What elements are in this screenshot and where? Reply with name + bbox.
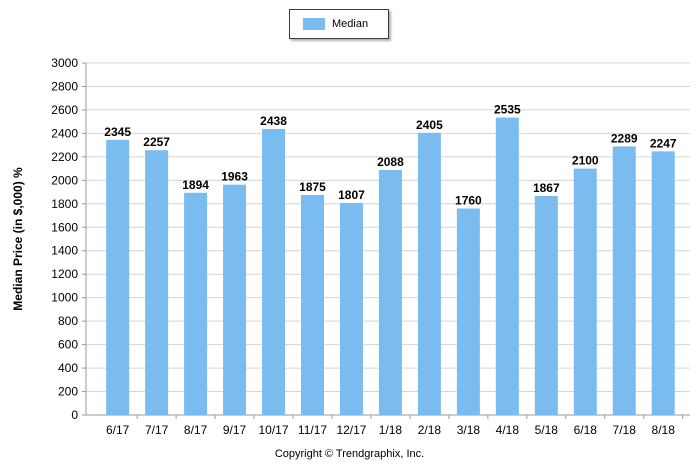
x-tick-label: 6/17 <box>106 423 130 437</box>
copyright-text: Copyright © Trendgraphix, Inc. <box>274 448 425 460</box>
y-tick-label: 2200 <box>51 150 78 164</box>
y-tick-label: 600 <box>58 338 78 352</box>
bar <box>417 132 441 415</box>
data-label: 1807 <box>338 188 365 202</box>
data-label: 2100 <box>572 154 599 168</box>
y-tick-label: 2000 <box>51 173 78 187</box>
x-tick-label: 10/17 <box>259 423 289 437</box>
data-label: 1894 <box>182 178 209 192</box>
bar <box>262 128 286 415</box>
y-tick-label: 200 <box>58 385 78 399</box>
x-tick-label: 8/18 <box>652 423 676 437</box>
y-tick-label: 2600 <box>51 103 78 117</box>
x-tick-label: 5/18 <box>535 423 559 437</box>
y-tick-label: 0 <box>71 408 78 422</box>
legend-label: Median <box>332 18 369 30</box>
y-tick-label: 1200 <box>51 267 78 281</box>
bar <box>495 117 519 415</box>
data-label: 2438 <box>260 114 287 128</box>
y-axis-title: Median Price (in $,000) % <box>11 167 25 311</box>
data-label: 2535 <box>494 103 521 117</box>
data-label: 1875 <box>299 180 326 194</box>
x-tick-label: 11/17 <box>298 423 327 437</box>
x-tick-label: 6/18 <box>574 423 598 437</box>
legend-swatch <box>303 18 325 30</box>
bar <box>651 151 675 416</box>
data-label: 2289 <box>611 131 638 145</box>
bar <box>456 208 480 415</box>
bar <box>378 170 402 415</box>
y-tick-label: 1800 <box>51 197 78 211</box>
y-tick-label: 800 <box>58 314 78 328</box>
bar <box>223 184 247 415</box>
bar <box>145 150 169 416</box>
data-label: 2247 <box>650 136 677 150</box>
bar <box>300 195 324 415</box>
y-tick-label: 2800 <box>51 79 78 93</box>
y-tick-label: 400 <box>58 361 78 375</box>
bar <box>184 192 208 415</box>
data-label: 1867 <box>533 181 560 195</box>
data-label: 2345 <box>104 125 131 139</box>
data-label: 1963 <box>221 170 248 184</box>
data-label: 2257 <box>143 135 170 149</box>
x-tick-label: 7/18 <box>613 423 637 437</box>
x-tick-label: 1/18 <box>379 423 403 437</box>
data-label: 2405 <box>416 118 443 132</box>
y-tick-label: 1000 <box>51 291 78 305</box>
bar <box>534 195 558 415</box>
bar <box>106 139 130 415</box>
y-tick-label: 2400 <box>51 126 78 140</box>
y-tick-label: 3000 <box>51 56 78 70</box>
x-tick-label: 9/17 <box>223 423 247 437</box>
x-tick-label: 2/18 <box>418 423 442 437</box>
x-tick-label: 8/17 <box>184 423 208 437</box>
x-tick-label: 4/18 <box>496 423 520 437</box>
data-label: 1760 <box>455 193 482 207</box>
bar <box>612 146 636 415</box>
x-tick-label: 7/17 <box>145 423 169 437</box>
bar <box>339 202 363 415</box>
bar <box>573 168 597 415</box>
legend: Median <box>289 9 389 39</box>
x-tick-label: 3/18 <box>457 423 481 437</box>
y-tick-label: 1400 <box>51 244 78 258</box>
y-tick-label: 1600 <box>51 220 78 234</box>
x-tick-label: 12/17 <box>336 423 366 437</box>
data-label: 2088 <box>377 155 404 169</box>
